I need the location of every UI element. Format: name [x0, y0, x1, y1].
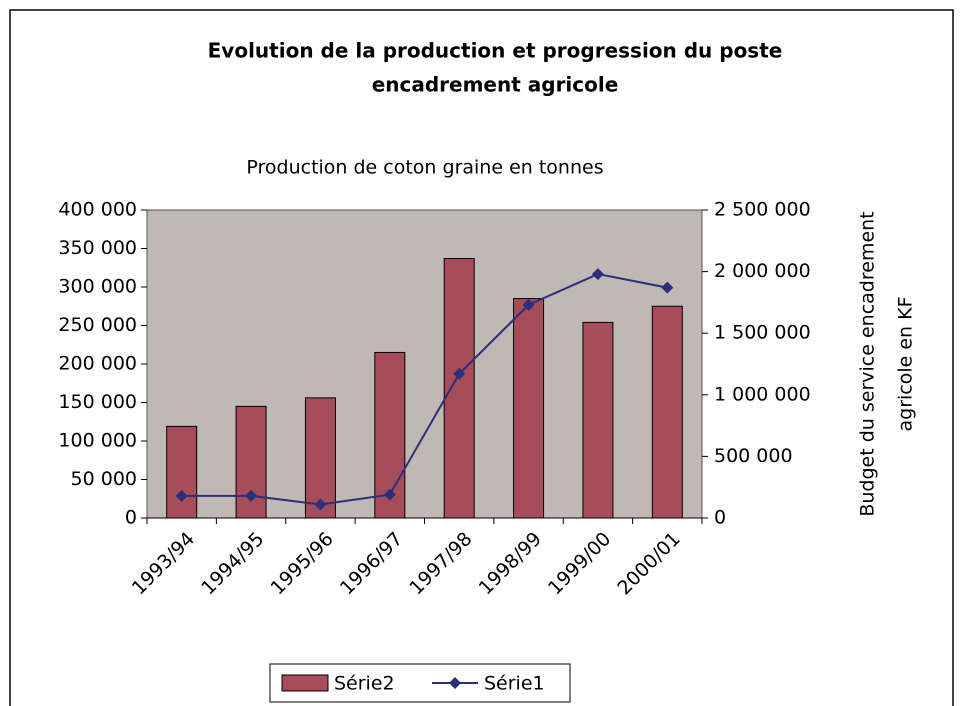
- plot: 0 50 000 100 000 150 000 200 000 250 000 300 0…: [58, 199, 810, 600]
- legend: Série2 Série1: [269, 663, 571, 703]
- bar: [582, 321, 614, 519]
- y-tick-label: 50 000: [71, 468, 137, 490]
- y-tick-label: 300 000: [58, 276, 137, 298]
- bar: [651, 305, 683, 519]
- y2-tick-label: 1 000 000: [714, 383, 811, 405]
- y-tick-label: 250 000: [58, 314, 137, 336]
- marker: [245, 489, 258, 502]
- y2-axis-label-line: agricole en KF: [895, 296, 917, 431]
- marker: [175, 489, 188, 502]
- marker: [661, 281, 674, 294]
- y2-tick-label: 500 000: [714, 445, 793, 467]
- chart-title: encadrement agricole: [372, 73, 619, 97]
- y2-tick-label: 0: [714, 507, 726, 529]
- y-tick-label: 150 000: [58, 391, 137, 413]
- legend-swatch: [281, 674, 329, 692]
- y2-axis-label-line: Budget du service encadrement: [857, 211, 879, 516]
- legend-label: Série1: [484, 673, 545, 695]
- line: [181, 273, 668, 506]
- y2-tick-label: 1 500 000: [714, 322, 811, 344]
- marker: [591, 268, 604, 281]
- y2-tick-label: 2 500 000: [714, 199, 811, 221]
- y-tick-label: 400 000: [58, 199, 137, 221]
- marker: [383, 488, 396, 501]
- marker: [453, 367, 466, 380]
- bar: [513, 298, 545, 519]
- y2-tick-label: 2 000 000: [714, 260, 811, 282]
- chart-frame: [9, 9, 954, 706]
- bar: [304, 397, 336, 519]
- marker: [522, 298, 535, 311]
- y-axis-label: Production de coton graine en tonnes: [246, 157, 603, 179]
- bar: [443, 258, 475, 519]
- y-tick-label: 0: [125, 507, 137, 529]
- y-tick-label: 100 000: [58, 430, 137, 452]
- legend-marker: [449, 677, 461, 689]
- marker: [314, 498, 327, 511]
- legend-box: [269, 663, 571, 703]
- bar: [166, 425, 198, 519]
- y-tick-label: 200 000: [58, 353, 137, 375]
- y-tick-label: 350 000: [58, 237, 137, 259]
- plot-area: [146, 209, 703, 519]
- legend-label: Série2: [334, 673, 395, 695]
- y2-axis-label: Budget du service encadrement agricole e…: [857, 211, 917, 516]
- chart-title: Evolution de la production et progressio…: [208, 39, 783, 63]
